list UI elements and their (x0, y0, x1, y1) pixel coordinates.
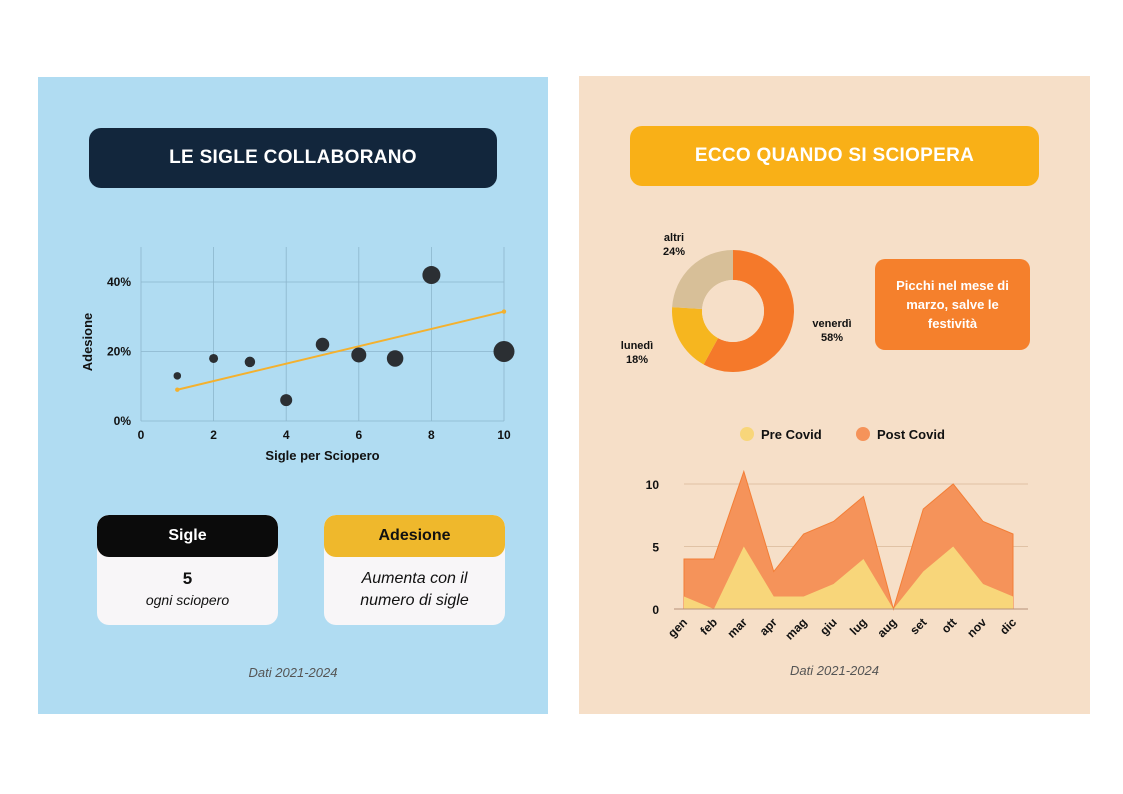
donut-chart: venerdì 58% lunedì 18% altri 24% (621, 232, 852, 372)
scatter-point (280, 394, 293, 407)
area-x-tick: aug (874, 615, 899, 640)
area-legend-label: Pre Covid (761, 427, 822, 442)
scatter-chart: 0 2 4 6 8 10 0% 20% 40% Sigle per Sciopero Adesion… (80, 247, 515, 463)
donut-slice (672, 307, 719, 365)
area-x-tick: apr (757, 615, 780, 638)
area-x-tick: lug (847, 615, 870, 638)
scatter-y-tick: 0% (114, 414, 132, 428)
scatter-point (422, 266, 441, 285)
scatter-x-tick: 10 (497, 428, 511, 442)
right-source: Dati 2021-2024 (790, 663, 879, 678)
left-panel: LE SIGLE COLLABORANO 0 2 4 6 8 10 0% 20% 40% Sigl… (38, 77, 548, 714)
donut-slice (672, 250, 733, 310)
scatter-y-tick: 40% (107, 275, 131, 289)
donut-slice-label: altri (664, 232, 684, 244)
scatter-trend-line (177, 310, 505, 391)
scatter-x-tick: 4 (283, 428, 290, 442)
sigle-card-header: Sigle (97, 515, 278, 557)
scatter-y-label: Adesione (80, 313, 95, 372)
scatter-trend-end (501, 309, 507, 314)
left-source: Dati 2021-2024 (248, 665, 338, 680)
area-x-tick: dic (997, 615, 1019, 637)
donut-slice-pct: 18% (626, 354, 648, 366)
area-legend-marker (740, 427, 754, 441)
area-x-tick: ott (939, 615, 960, 636)
scatter-point (173, 372, 182, 380)
note-box: Picchi nel mese di marzo, salve le festi… (875, 259, 1030, 350)
scatter-point (244, 356, 256, 368)
left-title: LE SIGLE COLLABORANO (89, 128, 497, 188)
area-x-tick: mar (724, 615, 750, 641)
scatter-point (386, 350, 404, 367)
scatter-x-tick: 2 (210, 428, 217, 442)
sigle-card-sub: ogni sciopero (145, 592, 230, 608)
donut-slice-pct: 58% (821, 332, 843, 344)
right-title: ECCO QUANDO SI SCIOPERA (630, 126, 1039, 186)
scatter-x-tick: 0 (138, 428, 145, 442)
area-x-tick: feb (697, 615, 720, 638)
scatter-x-label: Sigle per Sciopero (265, 448, 379, 463)
adesione-card-header: Adesione (324, 515, 505, 557)
donut-slice-pct: 24% (663, 246, 685, 258)
adesione-card: Adesione Aumenta con il numero di sigle (324, 515, 505, 625)
area-x-tick: set (907, 615, 929, 637)
area-chart: Pre Covid Post Covid 0 5 10 gen feb mar apr mag gi… (646, 427, 1028, 643)
scatter-trend-start (175, 387, 180, 392)
area-x-tick: nov (964, 615, 989, 640)
area-x-tick: gen (665, 615, 690, 640)
donut-hole (702, 280, 764, 342)
scatter-y-tick: 20% (107, 345, 131, 359)
scatter-point (351, 347, 367, 363)
area-series-pre (684, 546, 1013, 609)
area-y-tick: 5 (652, 541, 659, 555)
scatter-x-tick: 6 (355, 428, 362, 442)
area-x-tick: giu (817, 615, 840, 638)
scatter-x-tick: 8 (428, 428, 435, 442)
area-legend-label: Post Covid (877, 427, 945, 442)
sigle-card-value: 5 (182, 569, 193, 588)
right-panel: ECCO QUANDO SI SCIOPERA venerdì 58% lunedì… (579, 76, 1090, 714)
adesione-card-text: Aumenta con il numero di sigle (360, 570, 469, 609)
sigle-card: Sigle 5 ogni sciopero (97, 515, 278, 625)
area-y-tick: 10 (646, 478, 660, 492)
scatter-point (493, 341, 515, 362)
area-y-tick: 0 (652, 603, 659, 617)
area-legend-marker (856, 427, 870, 441)
scatter-point (209, 353, 219, 363)
donut-slice (703, 250, 794, 372)
sigle-card-body: 5 ogni sciopero (97, 557, 278, 608)
donut-slice-label: lunedì (621, 340, 653, 352)
area-x-tick: mag (782, 615, 809, 642)
donut-slice-label: venerdì (812, 318, 851, 330)
scatter-point (315, 337, 330, 352)
